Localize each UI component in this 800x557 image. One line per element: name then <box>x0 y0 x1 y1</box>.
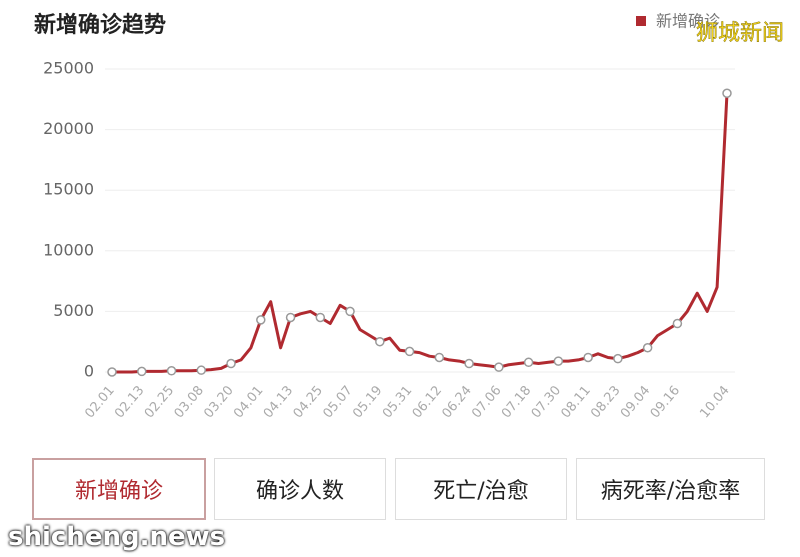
point-marker <box>256 315 266 325</box>
x-tick-label: 02.13 <box>112 383 147 421</box>
point-marker <box>196 365 207 375</box>
legend-label: 新增确诊 <box>656 12 720 31</box>
point-marker <box>166 366 177 376</box>
x-tick-label: 07.30 <box>529 383 564 421</box>
point-marker <box>613 353 623 364</box>
x-tick-label: 06.24 <box>439 383 474 421</box>
point-marker <box>583 352 593 363</box>
point-marker <box>315 312 326 323</box>
y-tick-label: 25000 <box>43 59 94 78</box>
point-marker <box>107 367 117 377</box>
x-tick-label: 08.23 <box>588 383 623 421</box>
tab[interactable]: 死亡/治愈 <box>395 458 567 520</box>
y-tick-label: 15000 <box>43 180 94 199</box>
x-tick-label: 02.01 <box>82 383 117 421</box>
chart-title: 新增确诊趋势 <box>34 12 166 38</box>
x-tick-label: 04.01 <box>231 383 266 421</box>
x-tick-label: 03.20 <box>201 383 236 421</box>
tab[interactable]: 确诊人数 <box>214 458 386 520</box>
point-marker <box>434 352 445 363</box>
x-tick-label: 09.16 <box>648 383 683 421</box>
tab[interactable]: 病死率/治愈率 <box>576 458 765 520</box>
point-marker <box>137 366 147 377</box>
x-tick-label: 10.04 <box>697 383 732 421</box>
point-marker <box>285 312 296 323</box>
point-marker <box>494 362 504 372</box>
y-tick-label: 0 <box>84 362 94 381</box>
legend-swatch <box>636 16 646 26</box>
line <box>112 93 729 374</box>
y-tick-label: 5000 <box>53 301 94 320</box>
point-marker <box>226 358 236 369</box>
x-tick-label: 05.19 <box>350 383 385 421</box>
x-tick-label: 08.11 <box>558 383 593 421</box>
point-marker <box>523 357 534 368</box>
tab[interactable]: 新增确诊 <box>32 458 206 520</box>
point-marker <box>404 346 415 357</box>
watermark: 狮城新闻 <box>696 21 784 46</box>
point-marker <box>464 358 474 369</box>
chart: 新增确诊趋势 新增确诊 狮城新闻 0 5000 10000 15000 20000 250… <box>34 12 784 422</box>
x-tick-label: 07.06 <box>469 383 504 421</box>
point-marker <box>722 88 732 98</box>
x-tick-label: 07.18 <box>499 383 534 421</box>
x-tick-label: 05.31 <box>380 383 415 421</box>
x-tick-label: 02.25 <box>142 383 177 421</box>
point-marker <box>345 306 355 317</box>
y-tick-label: 20000 <box>43 119 94 138</box>
point-marker <box>375 336 385 347</box>
x-tick-label: 04.25 <box>291 383 326 421</box>
watermark: shicheng.news <box>8 522 226 552</box>
x-tick-label: 09.04 <box>618 383 653 421</box>
point-marker <box>642 343 653 353</box>
point-marker <box>553 356 564 366</box>
point-marker <box>672 318 683 329</box>
x-tick-label: 06.12 <box>410 383 445 421</box>
x-tick-label: 04.13 <box>261 383 296 421</box>
y-tick-label: 10000 <box>43 240 94 259</box>
x-tick-label: 03.08 <box>172 383 207 421</box>
x-tick-label: 05.07 <box>320 383 355 421</box>
